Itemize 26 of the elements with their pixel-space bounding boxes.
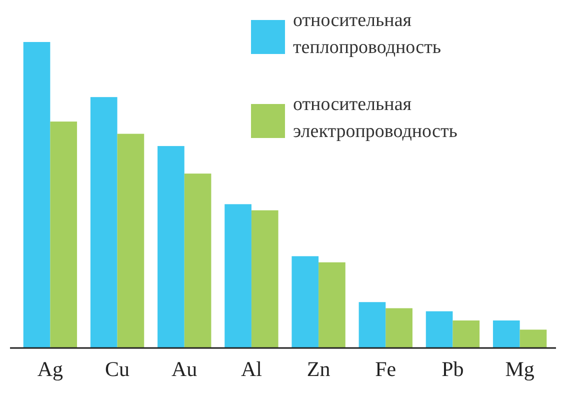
- x-tick-label: Fe: [375, 357, 396, 381]
- x-tick-label: Cu: [105, 357, 130, 381]
- bar: [492, 320, 520, 348]
- bar: [158, 146, 184, 348]
- bar: [318, 262, 346, 348]
- bar: [23, 42, 50, 348]
- x-tick-label: Mg: [505, 357, 535, 381]
- legend-label: относительная электропроводность: [293, 94, 458, 142]
- bar: [386, 308, 412, 348]
- bar: [50, 122, 78, 348]
- bar: [358, 302, 386, 348]
- x-tick-label: Zn: [306, 357, 331, 381]
- bar: [117, 134, 144, 348]
- x-tick-label: Pb: [442, 357, 464, 381]
- x-tick-label: Ag: [37, 357, 64, 381]
- x-tick-label: Al: [240, 357, 262, 381]
- legend-label: относительная теплопроводность: [293, 10, 442, 58]
- bar: [251, 210, 278, 348]
- bar: [224, 204, 252, 348]
- bar: [292, 256, 319, 348]
- bar: [90, 97, 118, 348]
- bar: [184, 174, 212, 348]
- bar: [452, 320, 480, 348]
- bar: [520, 330, 547, 348]
- x-tick-label: Au: [172, 357, 198, 381]
- bar: [426, 311, 453, 348]
